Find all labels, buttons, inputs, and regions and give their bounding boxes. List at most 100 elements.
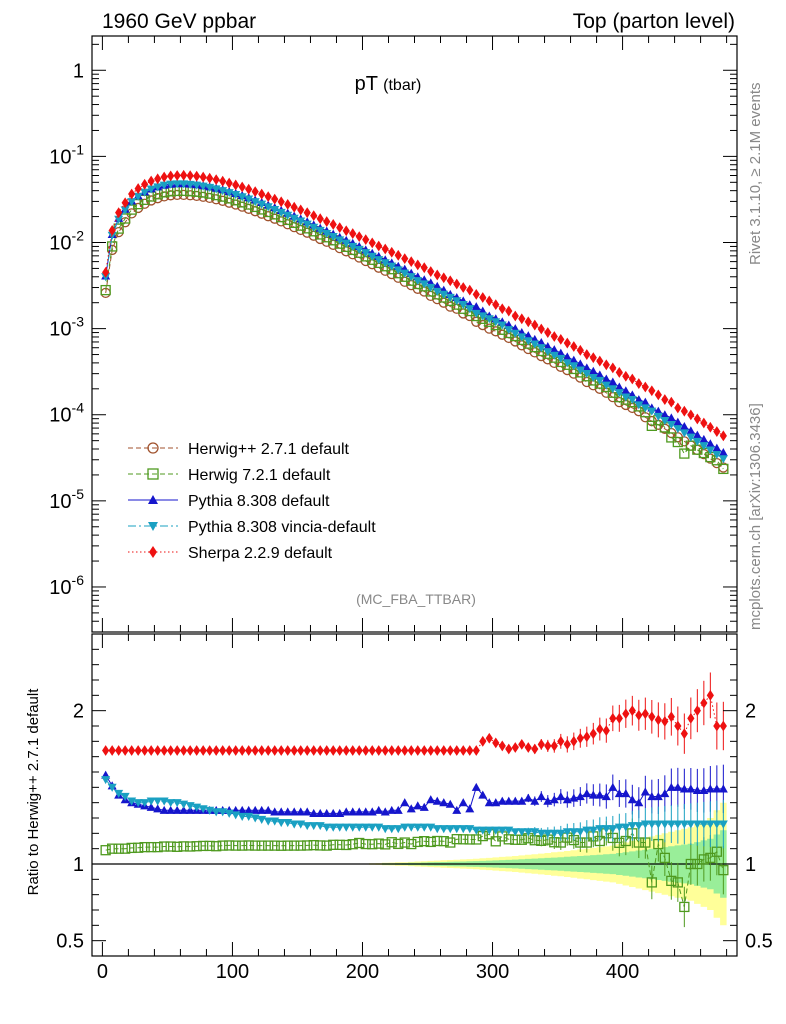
data-point — [100, 284, 111, 296]
data-point — [602, 725, 610, 736]
data-point — [166, 805, 176, 814]
series-sherpa-2-2-9-default — [102, 169, 727, 442]
data-point — [245, 183, 253, 195]
data-point — [660, 410, 670, 419]
data-point — [297, 745, 305, 756]
data-point — [563, 337, 571, 349]
data-point — [133, 799, 143, 808]
data-point — [498, 740, 506, 752]
data-point — [328, 233, 338, 242]
data-point — [718, 463, 729, 475]
data-point — [687, 712, 695, 724]
data-point — [543, 348, 553, 357]
data-point — [271, 193, 279, 205]
ratio-y-tick-label-right: 1 — [745, 854, 756, 876]
data-point — [134, 745, 142, 756]
data-point — [511, 310, 519, 322]
data-point — [497, 796, 507, 805]
data-point — [699, 820, 709, 829]
data-point — [373, 838, 384, 849]
data-point — [381, 745, 389, 756]
data-point — [420, 745, 428, 756]
data-point — [583, 731, 591, 743]
data-point — [225, 745, 233, 756]
data-point — [523, 828, 533, 837]
data-point — [193, 745, 201, 756]
data-point — [544, 740, 552, 752]
data-point — [257, 200, 267, 209]
data-point — [466, 745, 474, 756]
data-point — [602, 359, 610, 371]
data-point — [336, 222, 344, 233]
data-point — [510, 828, 520, 837]
data-point — [576, 732, 584, 744]
series-line — [105, 174, 724, 437]
data-point — [425, 836, 436, 848]
data-point — [497, 321, 507, 330]
data-point — [412, 836, 423, 848]
data-point — [628, 705, 636, 717]
data-point — [297, 204, 305, 216]
data-point — [654, 714, 662, 726]
data-point — [595, 790, 605, 799]
x-tick-label: 400 — [606, 961, 639, 983]
data-point — [492, 737, 500, 749]
data-point — [237, 812, 247, 821]
data-point — [328, 823, 338, 832]
data-point — [271, 745, 279, 756]
data-point — [348, 823, 358, 832]
data-point — [427, 266, 435, 277]
data-point — [139, 841, 150, 853]
data-point — [518, 313, 526, 325]
data-point — [530, 340, 540, 349]
data-point — [120, 843, 131, 854]
data-point — [648, 711, 656, 723]
data-point — [154, 173, 162, 185]
data-point — [283, 807, 293, 816]
data-point — [276, 807, 286, 816]
data-point — [432, 796, 442, 805]
data-point — [380, 825, 390, 834]
data-point — [569, 355, 579, 364]
data-point — [478, 790, 488, 799]
data-point — [115, 207, 123, 219]
data-point — [147, 442, 159, 454]
data-point — [543, 829, 553, 838]
data-point — [621, 386, 631, 395]
data-point — [485, 732, 493, 744]
data-point — [672, 877, 683, 888]
data-point — [387, 805, 397, 814]
data-point — [478, 312, 488, 321]
data-point — [302, 220, 312, 229]
data-point — [251, 745, 259, 756]
ratio-series-sherpa-2-2-9-default — [102, 672, 727, 756]
data-point — [153, 183, 163, 192]
data-point — [393, 805, 403, 814]
data-point — [206, 745, 214, 756]
data-point — [310, 745, 318, 756]
data-point — [362, 234, 370, 246]
series-pythia-8-308-default — [101, 179, 728, 457]
y-tick-label: 10-6 — [49, 572, 84, 599]
ratio-series-pythia-8-308-default — [101, 764, 728, 819]
data-point — [121, 197, 129, 209]
data-point — [439, 825, 449, 834]
data-point — [699, 442, 709, 451]
data-point — [471, 302, 481, 311]
data-point — [445, 825, 455, 834]
data-point — [446, 275, 454, 287]
data-point — [641, 708, 649, 720]
data-point — [148, 495, 158, 504]
data-point — [198, 182, 208, 191]
data-point — [361, 249, 371, 258]
data-point — [659, 852, 670, 864]
data-point — [133, 192, 143, 201]
x-tick-label: 200 — [346, 961, 379, 983]
data-point — [666, 413, 676, 422]
data-point — [108, 225, 116, 236]
data-point — [238, 181, 246, 193]
data-point — [718, 455, 728, 464]
legend-item: Pythia 8.308 vincia-default — [128, 519, 376, 536]
data-point — [309, 822, 319, 831]
y-tick-label: 10-1 — [49, 141, 84, 168]
